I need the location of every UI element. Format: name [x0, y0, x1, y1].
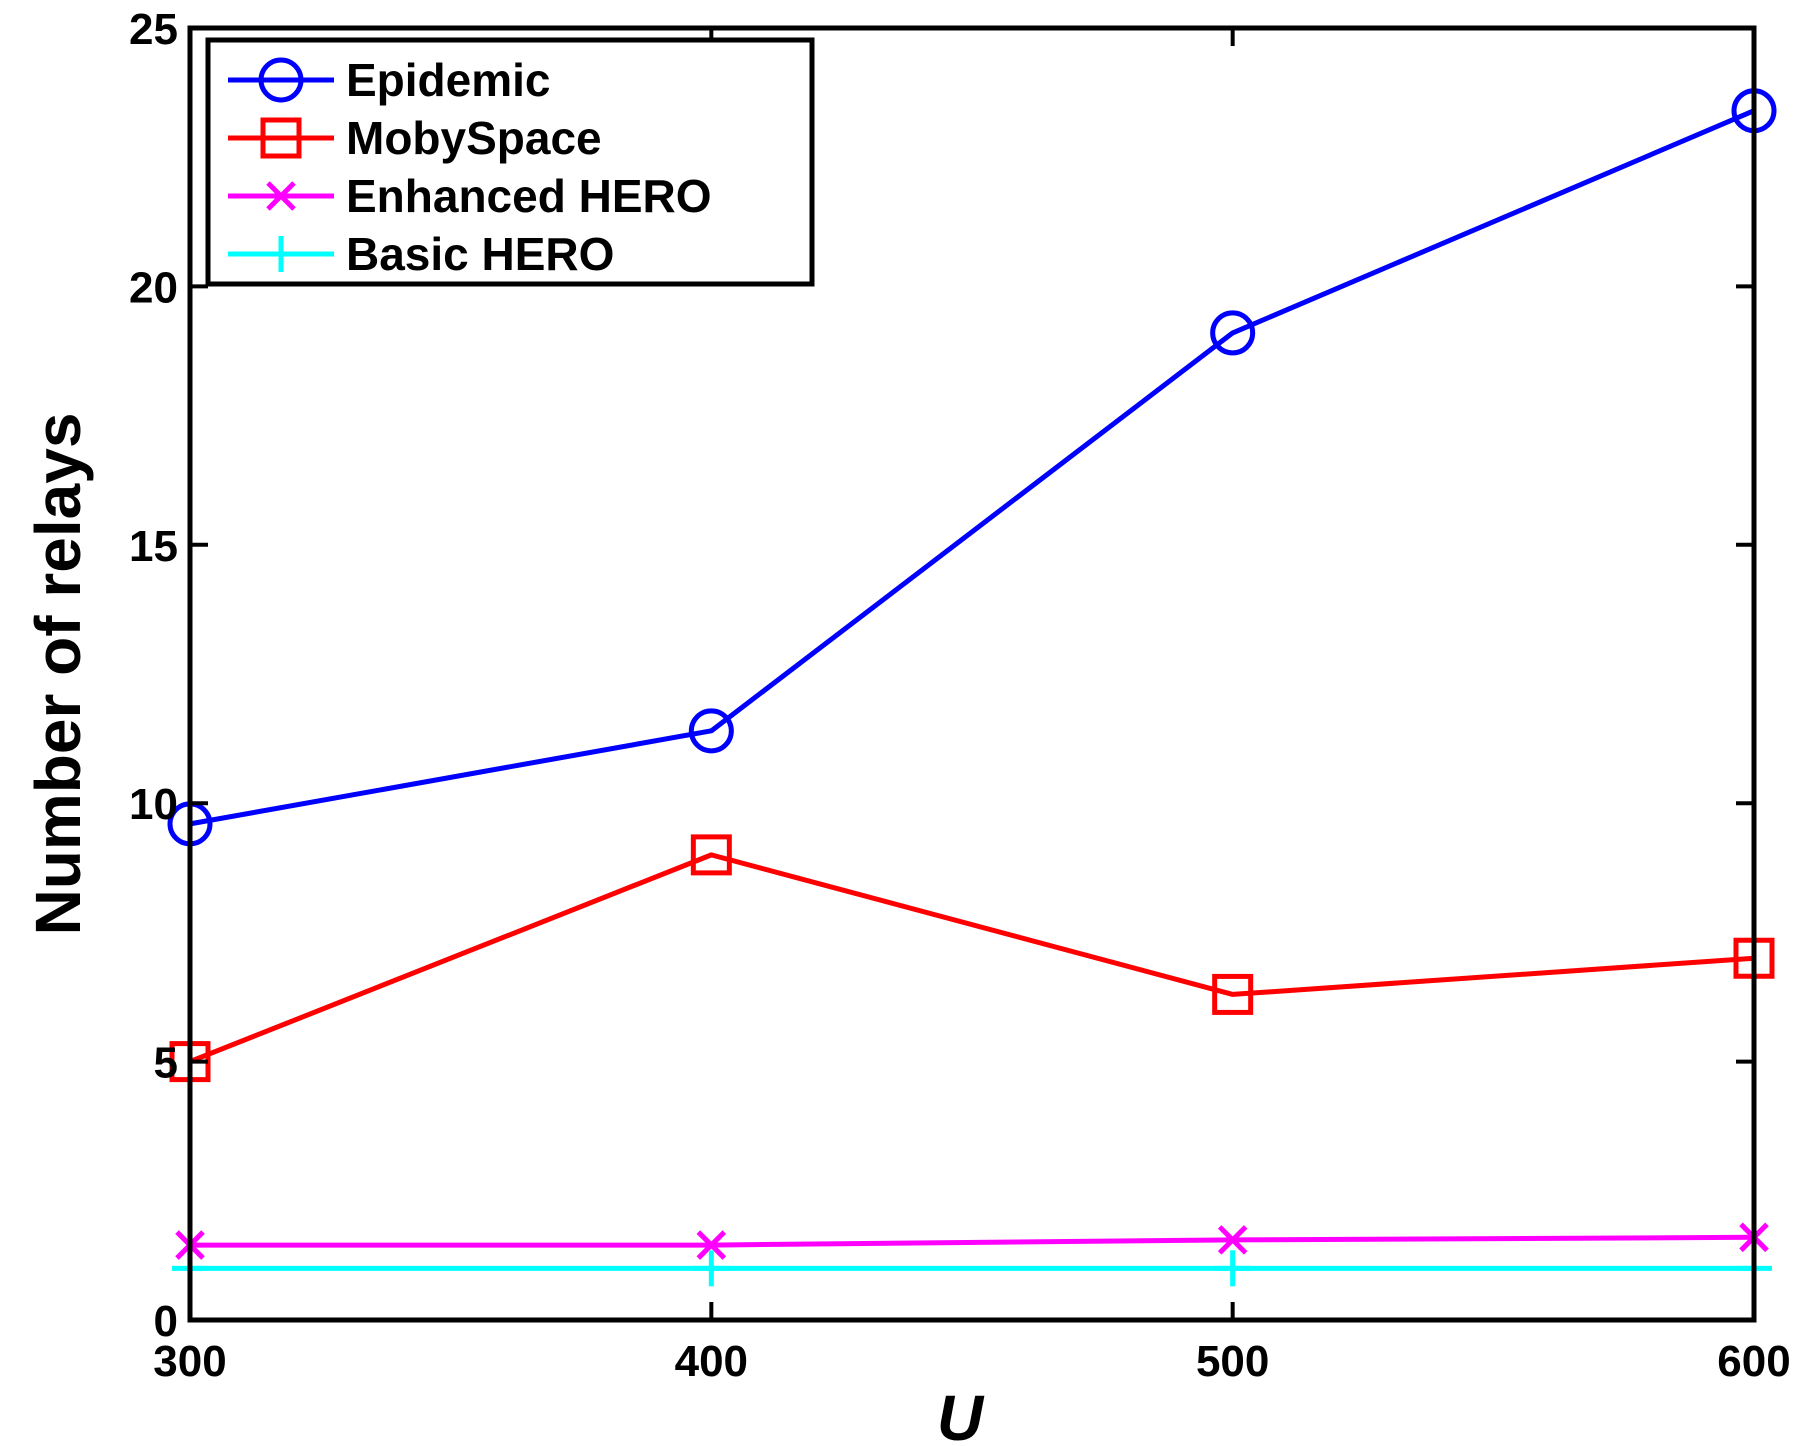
data-point-basic-hero-500 — [1214, 1250, 1251, 1287]
series-line-enhanced-hero — [190, 1234, 1755, 1248]
y-tick-label: 15 — [129, 522, 178, 571]
legend-marker — [258, 57, 304, 103]
legend: Epidemic MobySpace Enhanced HERO Basic HERO — [205, 37, 815, 287]
x-tick-label: 400 — [675, 1337, 748, 1386]
series-line-mobyspace — [189, 852, 1755, 1064]
legend-item-enhanced-hero: Enhanced HERO — [228, 170, 712, 222]
y-tick-label: 20 — [129, 263, 178, 312]
legend-marker — [260, 117, 302, 159]
legend-item-epidemic: Epidemic — [228, 54, 551, 106]
series-line-epidemic — [189, 108, 1755, 827]
data-point-enhanced-hero-500 — [1217, 1225, 1248, 1255]
y-axis-title: Number of relays — [22, 413, 94, 936]
legend-label: Epidemic — [346, 54, 551, 106]
data-point-mobyspace-400 — [690, 834, 732, 876]
legend-label: MobySpace — [346, 112, 602, 164]
legend-item-mobyspace: MobySpace — [228, 112, 602, 164]
y-tick-label: 10 — [129, 780, 178, 829]
data-point-basic-hero-400 — [693, 1250, 730, 1287]
y-tick-label: 25 — [129, 5, 178, 54]
data-point-epidemic-400 — [688, 708, 734, 754]
y-tick-label: 0 — [154, 1297, 178, 1346]
x-axis-title: U — [937, 1382, 985, 1446]
y-tick-label: 5 — [154, 1039, 178, 1088]
legend-item-basic-hero: Basic HERO — [228, 228, 614, 280]
data-point-enhanced-hero-400 — [696, 1230, 727, 1260]
plot-frame — [187, 25, 1757, 1323]
legend-label: Enhanced HERO — [346, 170, 712, 222]
data-point-mobyspace-500 — [1212, 973, 1254, 1015]
x-tick-label: 300 — [153, 1337, 226, 1386]
x-tick-label: 600 — [1717, 1337, 1790, 1386]
x-tick-label: 500 — [1196, 1337, 1269, 1386]
legend-label: Basic HERO — [346, 228, 614, 280]
legend-marker — [263, 236, 299, 272]
data-point-epidemic-500 — [1210, 310, 1256, 356]
legend-marker — [266, 181, 296, 211]
